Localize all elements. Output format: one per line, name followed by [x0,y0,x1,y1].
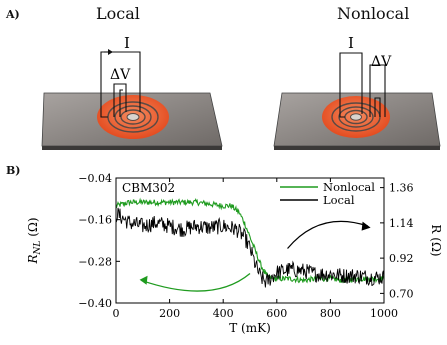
x-tick-label: 800 [320,307,341,320]
local-title: Local [96,4,140,23]
nonlocal-center-pad [350,113,362,121]
local-center-pad [126,113,140,121]
series-local-line [115,207,385,288]
x-tick-label: 0 [113,307,120,320]
y-right-tick-label: 0.70 [389,287,414,300]
y-left-axis-label: RNL (Ω) [26,217,43,264]
panel-a: A) Local Nonlocal [0,0,447,165]
local-voltage-label: ΔV [110,67,131,83]
nonlocal-arrow-curve [141,272,251,292]
x-axis-label: T (mK) [229,321,271,335]
device-schematics: I ΔV I ΔV [41,34,441,150]
y-right-tick-label: 1.36 [389,182,414,195]
x-tick-label: 200 [159,307,180,320]
plot-frame [115,177,385,304]
local-current-label: I [124,34,130,52]
local-device: I ΔV [41,34,223,150]
sample-label: CBM302 [122,181,175,195]
local-arrow-curve [287,220,369,249]
local-wires [100,51,141,118]
x-tick-label: 600 [266,307,287,320]
nonlocal-substrate-edge [274,146,440,150]
x-tick-label: 400 [213,307,234,320]
y-left-tick-label: −0.40 [78,297,112,310]
y-left-tick-label: −0.16 [78,214,112,227]
legend-local-label: Local [323,193,355,207]
nonlocal-title: Nonlocal [337,4,410,23]
nonlocal-arrowhead-icon [139,275,148,285]
local-arrowhead-icon [361,221,371,231]
legend-nonlocal-label: Nonlocal [323,180,375,194]
x-tick-label: 1000 [370,307,398,320]
nonlocal-current-label: I [348,34,354,52]
local-substrate-edge [42,146,222,150]
nonlocal-device: I ΔV [273,34,441,150]
y-right-axis-label: R (Ω) [429,224,443,256]
series-nonlocal-line [115,197,385,284]
temperature-chart: 0 200 400 600 800 1000 −0.04 −0.16 −0.28 −0.40 1.3… [26,172,443,335]
nonlocal-wires [339,52,386,118]
y-right-tick-label: 0.92 [389,252,414,265]
panel-a-label: A) [6,8,20,21]
y-left-tick-label: −0.04 [78,172,112,185]
y-right-tick-label: 1.14 [389,217,414,230]
y-left-tick-label: −0.28 [78,255,112,268]
nonlocal-voltage-label: ΔV [371,54,392,70]
panel-b-label: B) [6,164,21,177]
